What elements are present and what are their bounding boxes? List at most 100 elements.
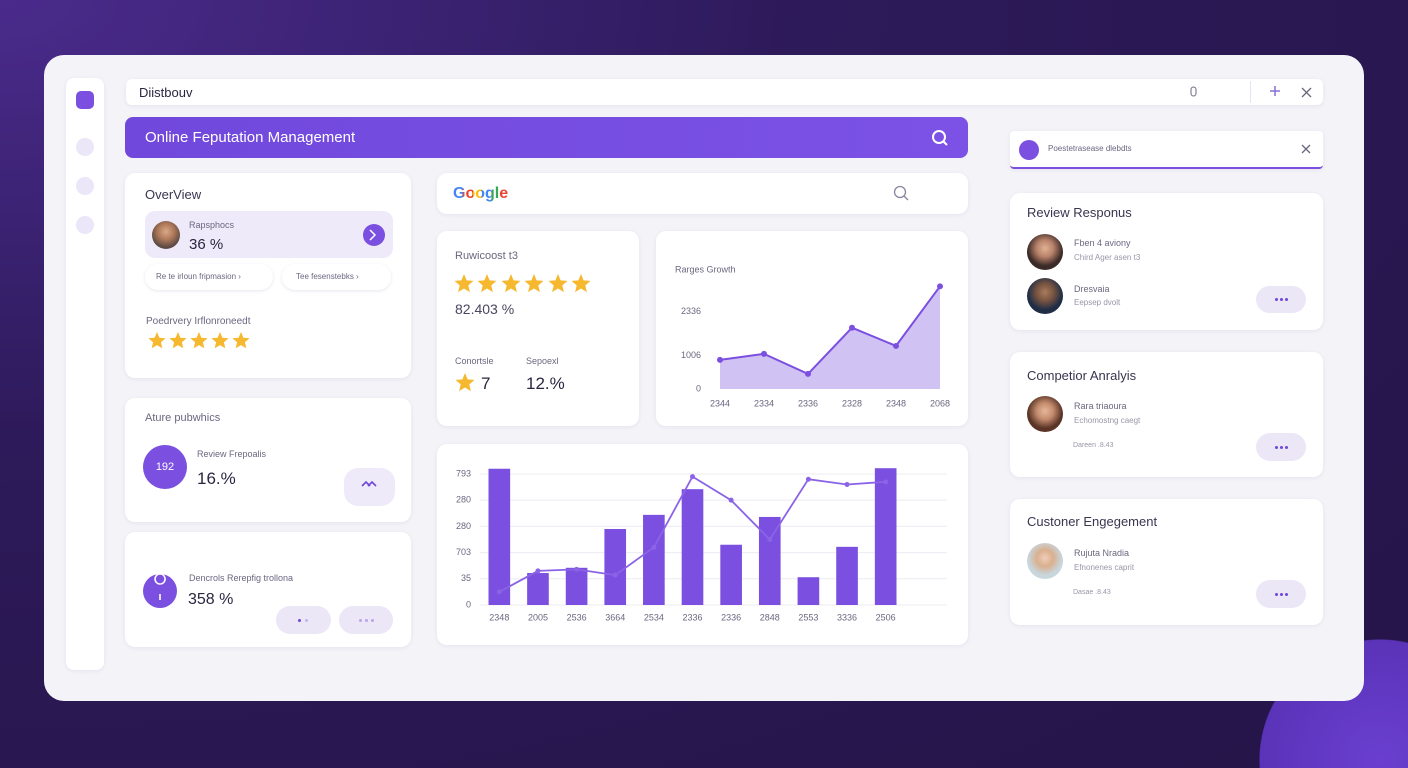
point xyxy=(612,572,618,578)
pill-label: Tee fesenstebks › xyxy=(296,272,359,281)
star-icon xyxy=(169,332,187,349)
point xyxy=(574,566,580,572)
x-tick-label: 2336 xyxy=(721,612,741,622)
y-tick-label: 0 xyxy=(466,599,471,609)
point xyxy=(849,324,855,331)
stat-value: 36 % xyxy=(189,236,224,253)
point xyxy=(883,479,889,485)
top-bar xyxy=(126,79,1323,105)
avatar xyxy=(1027,278,1063,314)
sidebar-logo[interactable] xyxy=(76,91,94,109)
x-tick-label: 2336 xyxy=(798,398,818,408)
x-tick-label: 2534 xyxy=(644,612,664,622)
stat-box xyxy=(145,211,393,258)
bar xyxy=(643,514,665,605)
point xyxy=(805,476,811,482)
banner-title: Online Feputation Management xyxy=(145,129,356,146)
chevron xyxy=(369,229,377,241)
pill[interactable] xyxy=(145,264,273,290)
card-title: Ature pubwhics xyxy=(145,412,221,424)
x-tick-label: 2005 xyxy=(528,612,548,622)
growth-card xyxy=(656,231,968,426)
chart-title: Rarges Growth xyxy=(675,264,736,274)
star-icon xyxy=(148,332,166,349)
x-tick-label: 2348 xyxy=(489,612,509,622)
bar xyxy=(720,544,742,605)
x-tick-label: 2536 xyxy=(567,612,587,622)
reviewer-name: Fben 4 aviony xyxy=(1074,238,1131,248)
member-name: Rujuta Nradia xyxy=(1074,548,1130,558)
search-icon xyxy=(942,140,948,146)
competitor-date: Dareen .8.43 xyxy=(1073,442,1114,449)
divider xyxy=(1250,81,1251,103)
star-icon xyxy=(211,332,229,349)
star-icon xyxy=(190,332,208,349)
card-title: Competior Anralyis xyxy=(1027,368,1137,383)
more-button[interactable] xyxy=(1256,433,1306,461)
stat-label: Rapsphocs xyxy=(189,220,235,230)
search-icon[interactable] xyxy=(893,185,907,199)
settings-icon[interactable] xyxy=(1270,86,1280,96)
x-tick-label: 2334 xyxy=(754,398,774,408)
bar xyxy=(797,577,820,605)
x-tick-label: 2328 xyxy=(842,398,862,408)
more-button[interactable] xyxy=(1256,286,1306,313)
banner xyxy=(125,117,968,158)
stat-value: 358 % xyxy=(188,591,234,608)
pill-label: Re te irloun fripmasion › xyxy=(156,272,241,281)
stat-label: Review Frepoalis xyxy=(197,449,267,459)
star-icon xyxy=(571,274,591,293)
action-button[interactable] xyxy=(344,468,395,506)
bar xyxy=(565,567,588,605)
avatar xyxy=(1027,396,1063,432)
member-detail: Efnonenes caprit xyxy=(1074,563,1135,572)
star-icon xyxy=(524,274,544,293)
search-bar[interactable] xyxy=(437,173,968,214)
stat-label: Conortsle xyxy=(455,356,494,366)
rating-card xyxy=(437,231,639,426)
badge-value: 192 xyxy=(155,461,175,473)
x-tick-label: 2848 xyxy=(760,612,780,622)
search-icon xyxy=(903,195,909,201)
card-title: Custoner Engegement xyxy=(1027,514,1158,529)
star-icon xyxy=(454,274,474,293)
pill[interactable] xyxy=(282,264,391,290)
bar xyxy=(836,546,858,605)
close-icon[interactable] xyxy=(1301,87,1312,98)
bell-icon[interactable] xyxy=(1190,86,1197,97)
reviewer-detail: Eepsep dvolt xyxy=(1074,298,1121,307)
point xyxy=(717,356,723,363)
more-button[interactable] xyxy=(1256,580,1306,608)
close-icon[interactable] xyxy=(1301,144,1311,154)
x-tick-label: 2344 xyxy=(710,398,730,408)
point xyxy=(937,283,943,290)
point xyxy=(805,370,811,377)
reviewer-name: Dresvaia xyxy=(1074,284,1110,294)
x-tick-label: 2506 xyxy=(876,612,896,622)
area xyxy=(720,286,940,389)
notification xyxy=(1010,131,1323,169)
y-tick-label: 703 xyxy=(456,547,471,557)
pager[interactable] xyxy=(339,606,393,634)
line xyxy=(719,285,941,376)
bar xyxy=(874,468,897,605)
point xyxy=(690,474,695,480)
bar xyxy=(488,468,511,605)
sidebar-icon[interactable] xyxy=(76,138,94,156)
x-tick-label: 3664 xyxy=(605,612,625,622)
stat-value: 12.% xyxy=(526,374,565,393)
point xyxy=(728,497,734,503)
point xyxy=(844,481,850,487)
search-brand: Google xyxy=(453,185,509,202)
top-bar-title: Diistbouv xyxy=(139,85,193,100)
y-tick-label: 35 xyxy=(461,573,471,583)
reviewer-detail: Chird Ager asen t3 xyxy=(1074,253,1141,262)
search-icon[interactable] xyxy=(932,130,946,144)
y-tick-label: 1006 xyxy=(681,350,701,360)
pager[interactable] xyxy=(276,606,331,634)
sidebar-icon[interactable] xyxy=(76,216,94,234)
member-date: Dasae .8.43 xyxy=(1073,589,1111,596)
sidebar-icon[interactable] xyxy=(76,177,94,195)
bar xyxy=(604,529,627,605)
